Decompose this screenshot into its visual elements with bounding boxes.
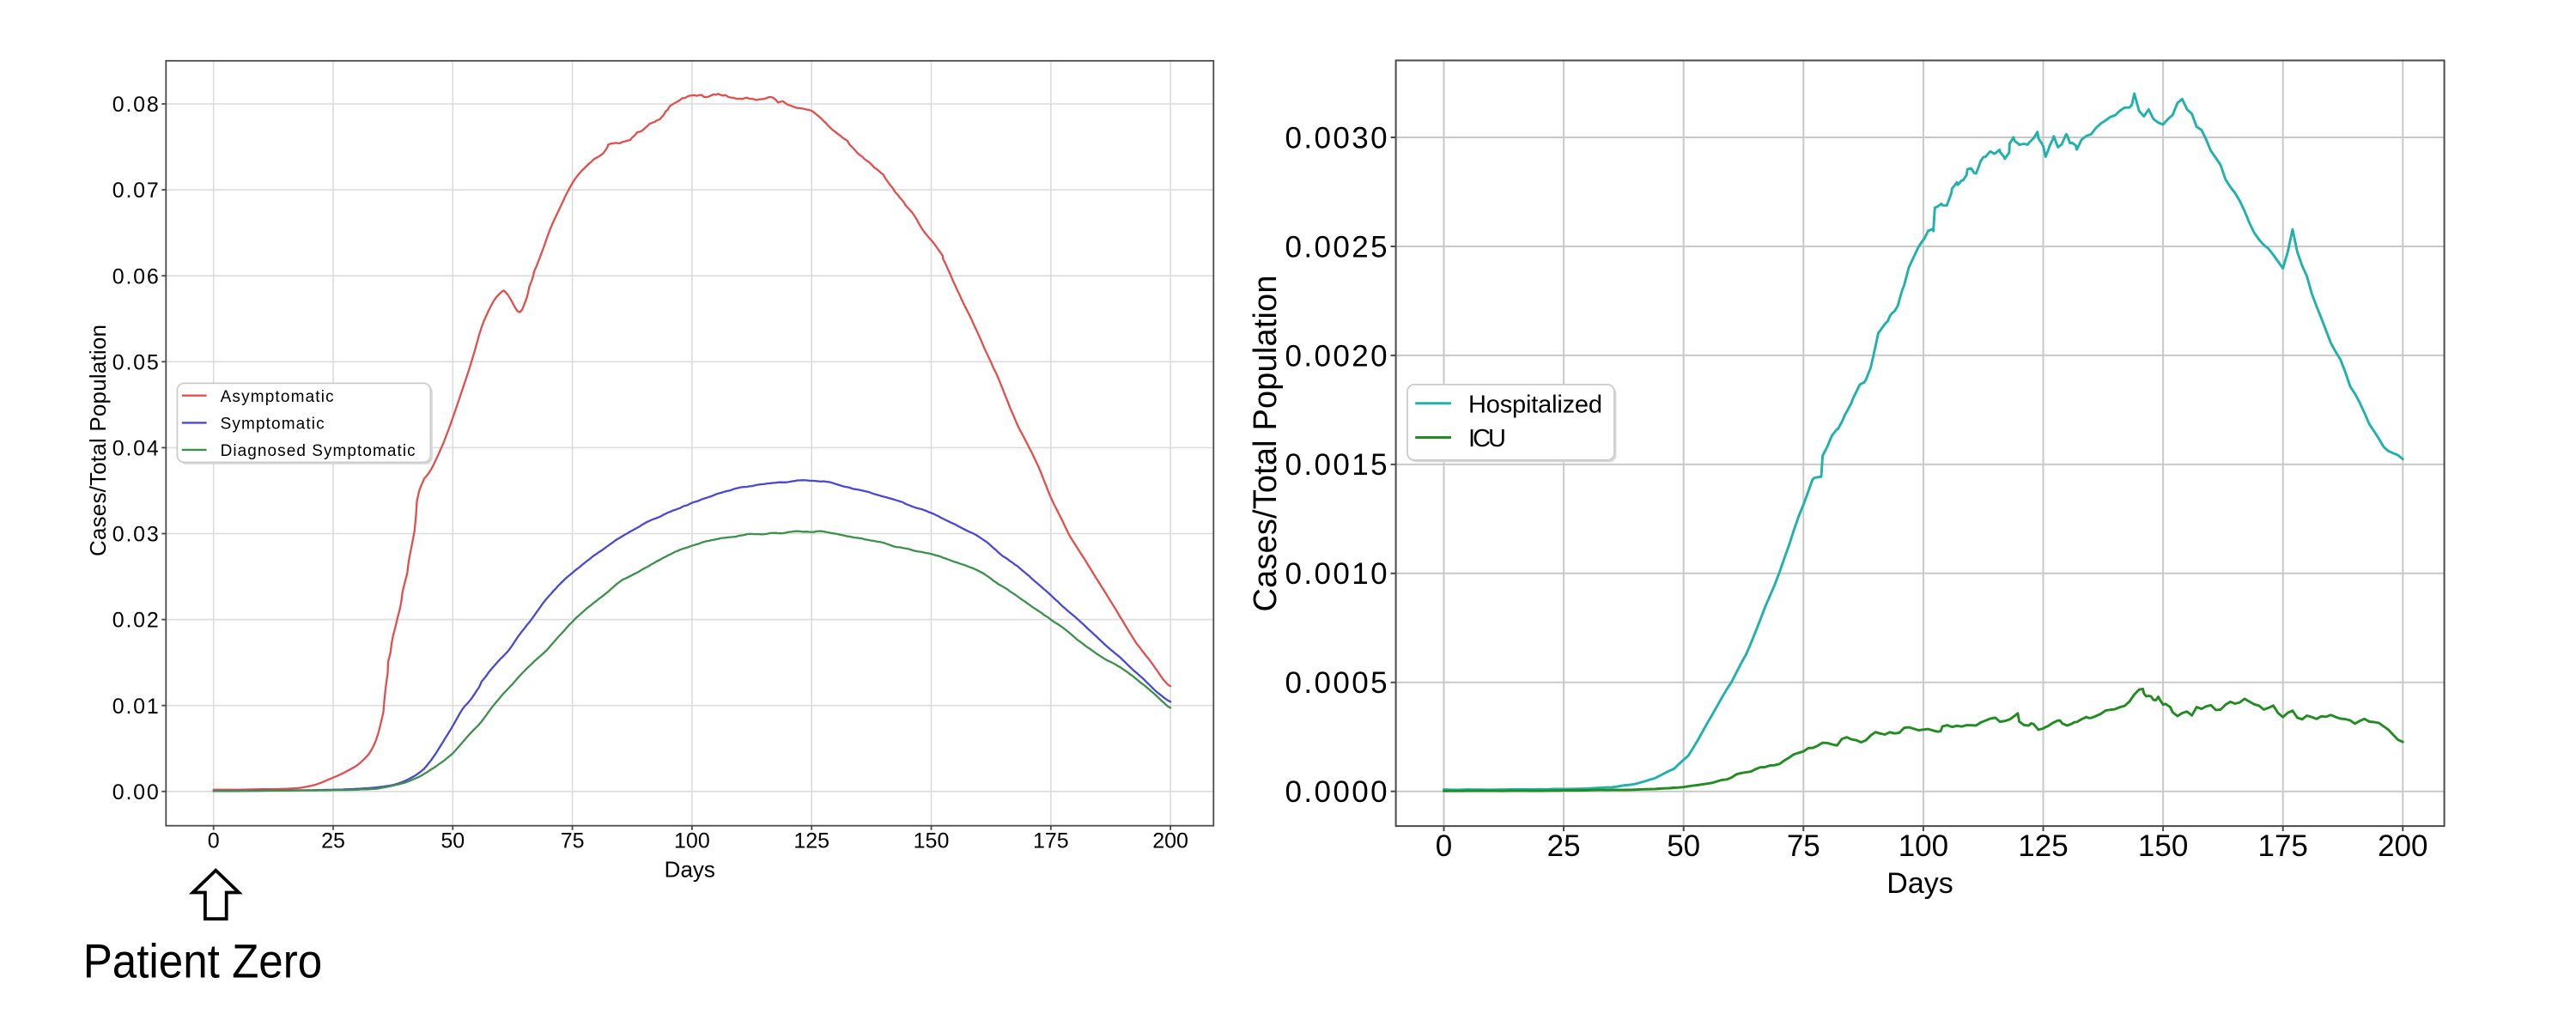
svg-text:Hospitalized: Hospitalized xyxy=(1468,391,1602,418)
svg-text:75: 75 xyxy=(561,829,585,853)
svg-text:Diagnosed Symptomatic: Diagnosed Symptomatic xyxy=(221,442,416,460)
svg-text:0.02: 0.02 xyxy=(112,609,161,633)
svg-text:0.0000: 0.0000 xyxy=(1285,775,1389,809)
svg-text:0.08: 0.08 xyxy=(112,93,161,117)
svg-text:25: 25 xyxy=(321,829,345,853)
svg-text:100: 100 xyxy=(1899,829,1948,863)
svg-text:0.0020: 0.0020 xyxy=(1285,339,1389,373)
svg-text:ICU: ICU xyxy=(1468,425,1506,452)
svg-text:25: 25 xyxy=(1547,829,1581,863)
svg-text:0.0025: 0.0025 xyxy=(1285,230,1389,264)
svg-text:0.0030: 0.0030 xyxy=(1285,121,1389,155)
svg-text:0.0015: 0.0015 xyxy=(1285,448,1389,482)
svg-text:0.0005: 0.0005 xyxy=(1285,666,1389,700)
svg-text:75: 75 xyxy=(1787,829,1820,863)
svg-text:0.03: 0.03 xyxy=(112,523,161,547)
svg-text:0.06: 0.06 xyxy=(112,264,161,288)
svg-text:50: 50 xyxy=(1667,829,1700,863)
svg-text:125: 125 xyxy=(793,829,829,853)
svg-text:200: 200 xyxy=(1152,829,1188,853)
svg-text:100: 100 xyxy=(674,829,710,853)
svg-text:0.05: 0.05 xyxy=(112,350,161,374)
svg-text:150: 150 xyxy=(2138,829,2188,863)
svg-text:0.01: 0.01 xyxy=(112,695,161,719)
svg-text:175: 175 xyxy=(1033,829,1069,853)
svg-text:Days: Days xyxy=(1886,867,1953,900)
svg-text:0: 0 xyxy=(208,829,220,853)
svg-text:Asymptomatic: Asymptomatic xyxy=(221,388,334,406)
svg-text:Symptomatic: Symptomatic xyxy=(221,416,325,434)
svg-text:Patient Zero: Patient Zero xyxy=(83,934,323,988)
svg-text:0.07: 0.07 xyxy=(112,179,161,203)
svg-text:0.04: 0.04 xyxy=(112,437,161,461)
svg-text:0.0010: 0.0010 xyxy=(1285,557,1389,591)
svg-text:125: 125 xyxy=(2018,829,2068,863)
svg-text:200: 200 xyxy=(2378,829,2427,863)
svg-text:50: 50 xyxy=(440,829,465,853)
svg-text:0.00: 0.00 xyxy=(112,780,161,805)
svg-text:175: 175 xyxy=(2257,829,2307,863)
svg-text:0: 0 xyxy=(1436,829,1452,863)
svg-text:Days: Days xyxy=(665,857,715,883)
svg-text:150: 150 xyxy=(914,829,950,853)
svg-text:Cases/Total Population: Cases/Total Population xyxy=(1248,276,1284,612)
svg-text:Cases/Total Population: Cases/Total Population xyxy=(85,325,111,556)
